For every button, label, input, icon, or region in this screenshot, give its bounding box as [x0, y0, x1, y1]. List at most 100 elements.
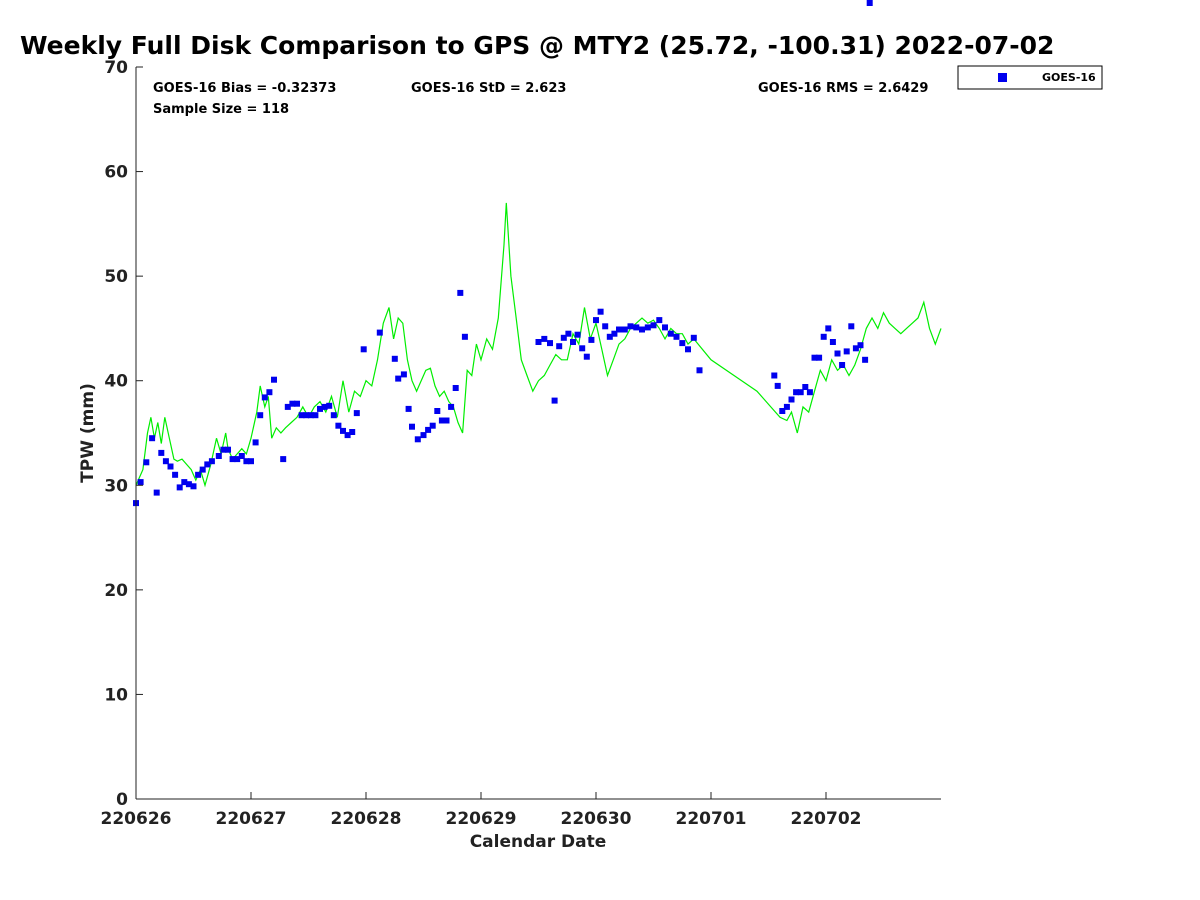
y-tick-label: 70 — [104, 58, 128, 78]
goes-point — [448, 403, 455, 410]
goes-point — [438, 417, 445, 424]
goes-point — [461, 333, 468, 340]
goes-point — [199, 466, 206, 473]
goes-point — [862, 356, 869, 363]
goes-point — [457, 289, 464, 296]
goes-point — [195, 471, 202, 478]
goes-point — [606, 333, 613, 340]
legend-box — [957, 65, 1103, 90]
stat-bias: GOES-16 Bias = -0.32373 — [153, 81, 336, 96]
gps-series — [135, 202, 942, 488]
gps-line — [135, 202, 942, 488]
x-tick-label: 220627 — [216, 809, 287, 829]
goes-point — [616, 326, 622, 333]
goes-point — [839, 362, 846, 368]
goes-point — [541, 335, 548, 342]
goes-point — [611, 330, 618, 337]
goes-point — [252, 439, 259, 446]
goes-point — [806, 389, 813, 396]
y-tick-label: 30 — [104, 476, 128, 496]
goes-point — [409, 423, 415, 430]
goes-point — [644, 324, 651, 331]
chart-title: Weekly Full Disk Comparison to GPS @ MTY… — [20, 31, 1054, 60]
goes-point — [565, 330, 572, 337]
goes-point — [181, 479, 188, 486]
goes-point — [353, 410, 360, 417]
stat-rms: GOES-16 RMS = 2.6429 — [758, 81, 928, 96]
legend: GOES-16 — [957, 65, 1103, 90]
goes-point — [621, 326, 628, 333]
goes-point — [793, 389, 800, 396]
stat-std: GOES-16 StD = 2.623 — [411, 81, 566, 96]
goes-point — [405, 405, 412, 412]
goes-point — [153, 489, 160, 496]
goes-point — [204, 461, 211, 468]
goes-series — [133, 0, 873, 507]
goes-point — [802, 384, 809, 390]
goes-point — [271, 376, 277, 383]
goes-point — [579, 345, 586, 352]
goes-point — [667, 330, 674, 337]
goes-point — [583, 353, 590, 360]
goes-point — [597, 308, 604, 315]
y-tick-label: 40 — [104, 372, 128, 392]
goes-point — [307, 412, 314, 419]
goes-point — [771, 372, 778, 379]
axes — [135, 66, 941, 800]
goes-point — [208, 458, 215, 465]
goes-point — [321, 403, 328, 410]
goes-point — [443, 417, 450, 424]
goes-point — [225, 446, 231, 453]
x-tick-label: 220702 — [791, 809, 862, 829]
goes-point — [172, 471, 179, 478]
goes-point — [866, 0, 873, 6]
goes-point — [811, 354, 818, 361]
goes-point — [303, 412, 310, 419]
goes-point — [420, 432, 427, 439]
legend-marker — [998, 73, 1007, 82]
goes-point — [340, 427, 346, 434]
goes-point — [662, 324, 668, 331]
goes-point — [425, 426, 432, 433]
y-tick-label: 20 — [104, 581, 128, 601]
goes-point — [820, 333, 827, 340]
goes-point — [167, 463, 174, 470]
goes-point — [312, 412, 319, 419]
goes-point — [779, 408, 786, 414]
goes-point — [162, 458, 169, 465]
goes-point — [696, 367, 703, 374]
goes-point — [326, 402, 333, 409]
goes-point — [602, 323, 609, 330]
goes-point — [391, 355, 398, 362]
y-tick-label: 0 — [116, 790, 128, 810]
tick-labels: 0 10 20 30 40 50 60 70 220626 220627 220628 220629 2… — [101, 58, 862, 829]
goes-point — [685, 346, 691, 353]
goes-point — [395, 375, 402, 382]
x-tick-label: 220630 — [561, 809, 632, 829]
goes-point — [335, 422, 342, 429]
goes-point — [848, 323, 855, 330]
goes-point — [360, 346, 367, 353]
goes-point — [215, 453, 222, 459]
goes-point — [452, 385, 459, 391]
y-tick-label: 50 — [104, 267, 128, 287]
goes-point — [650, 322, 657, 329]
goes-point — [633, 324, 640, 331]
goes-point — [535, 339, 542, 345]
goes-point — [788, 396, 795, 403]
goes-point — [560, 334, 567, 341]
goes-point — [774, 382, 781, 389]
goes-point — [317, 405, 323, 412]
goes-point — [137, 479, 144, 486]
goes-point — [414, 436, 421, 443]
goes-point — [349, 429, 356, 435]
goes-point — [570, 339, 576, 345]
goes-point — [656, 317, 663, 324]
goes-point — [852, 345, 859, 352]
stat-sample-size: Sample Size = 118 — [153, 102, 289, 117]
goes-point — [434, 408, 441, 414]
goes-point — [627, 323, 634, 330]
goes-point — [797, 389, 804, 396]
goes-point — [547, 340, 553, 347]
